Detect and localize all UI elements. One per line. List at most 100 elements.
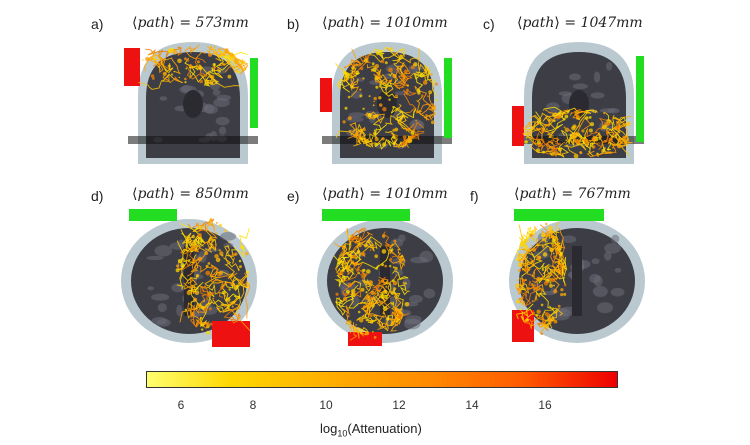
photon-cluster	[375, 51, 379, 54]
photon-cluster	[374, 143, 378, 147]
path-value-a: 573mm	[195, 15, 249, 31]
photon-cluster	[625, 121, 631, 127]
photon-cluster	[607, 148, 610, 151]
photon-cluster	[374, 64, 379, 69]
photon-cluster	[383, 289, 388, 294]
photon-cluster	[521, 279, 525, 283]
brain-fold	[569, 73, 581, 81]
photon-cluster	[548, 283, 554, 288]
photon-cluster	[362, 128, 366, 132]
photon-cluster	[575, 114, 580, 118]
photon-cluster	[218, 73, 220, 76]
photon-cluster	[517, 279, 519, 281]
photon-cluster	[191, 246, 196, 251]
colorbar-tick: 12	[392, 398, 406, 412]
photon-cluster	[357, 246, 359, 249]
photon-cluster	[393, 239, 397, 243]
photon-cluster	[596, 152, 599, 155]
brain-fold	[419, 250, 434, 263]
photon-path	[381, 231, 397, 258]
colorbar-tick: 10	[319, 398, 333, 412]
photon-cluster	[396, 68, 399, 71]
brain-fold	[154, 245, 173, 257]
photon-cluster	[232, 301, 235, 304]
brain-fold	[546, 102, 560, 111]
photon-cluster	[356, 234, 359, 237]
photon-cluster	[560, 293, 564, 297]
photon-cluster	[385, 281, 389, 285]
photon-cluster	[531, 245, 534, 247]
photon-cluster	[364, 58, 369, 63]
photon-path	[523, 317, 547, 329]
photon-path	[373, 69, 388, 83]
photon-path	[336, 284, 359, 316]
photon-cluster	[175, 268, 180, 273]
photon-cluster	[419, 73, 424, 78]
photon-cluster	[542, 324, 546, 327]
photon-cluster	[177, 58, 182, 64]
brain-fold	[348, 112, 365, 118]
photon-cluster	[230, 282, 234, 286]
brain-fold	[423, 288, 436, 299]
photon-path	[385, 113, 409, 125]
photon-cluster	[157, 65, 160, 68]
photon-path	[569, 117, 592, 144]
photon-cluster	[545, 324, 550, 329]
photon-path	[356, 247, 394, 271]
photon-cluster	[207, 293, 212, 297]
photon-cluster	[413, 63, 416, 67]
photon-cluster	[197, 232, 202, 238]
photon-path	[335, 296, 367, 309]
photon-cluster	[221, 290, 226, 295]
photon-cluster	[347, 315, 350, 318]
photon-path	[351, 231, 373, 254]
photon-cluster	[234, 60, 239, 64]
photon-cluster	[395, 94, 398, 98]
photon-path	[347, 122, 363, 143]
photon-cluster	[411, 65, 415, 69]
photon-cluster	[553, 289, 558, 294]
photon-cluster	[167, 64, 171, 68]
brain-fold	[605, 62, 613, 71]
photon-cluster	[540, 332, 544, 335]
photon-cluster	[191, 235, 195, 239]
photon-cluster	[184, 77, 187, 81]
photon-cluster	[364, 273, 368, 276]
panel-title-c: ⟨path⟩ = 1047mm	[517, 15, 643, 31]
photon-cluster	[382, 142, 387, 147]
detector-patch	[322, 209, 410, 221]
brain-fold	[591, 258, 600, 265]
photon-cluster	[228, 288, 231, 291]
panel-title-e: ⟨path⟩ = 1010mm	[322, 186, 448, 202]
photon-cluster	[385, 285, 388, 288]
photon-cluster	[591, 136, 596, 142]
photon-cluster	[530, 126, 533, 129]
brain-fold	[610, 287, 625, 297]
photon-cluster	[358, 243, 362, 248]
brain-fold	[216, 94, 231, 101]
photon-cluster	[368, 280, 373, 285]
photon-path	[176, 273, 199, 290]
photon-cluster	[212, 63, 216, 67]
photon-cluster	[545, 222, 548, 226]
panel-label-c: c)	[483, 16, 495, 32]
photon-cluster	[369, 249, 372, 251]
path-value-d: 850mm	[195, 186, 249, 202]
photon-path	[392, 270, 410, 296]
photon-cluster	[525, 318, 529, 322]
path-value-e: 1010mm	[385, 186, 448, 202]
photon-cluster	[353, 133, 358, 138]
photon-cluster	[407, 128, 410, 131]
photon-cluster	[227, 241, 230, 243]
photon-cluster	[591, 142, 594, 145]
photon-cluster	[526, 286, 530, 291]
photon-path	[350, 73, 359, 98]
photon-cluster	[560, 288, 564, 292]
photon-cluster	[540, 232, 546, 237]
photon-path	[539, 314, 555, 334]
brain-fold	[590, 92, 605, 99]
colorbar-gradient	[146, 371, 618, 388]
photon-cluster	[365, 295, 370, 301]
photon-cluster	[381, 249, 387, 254]
photon-cluster	[564, 284, 567, 287]
